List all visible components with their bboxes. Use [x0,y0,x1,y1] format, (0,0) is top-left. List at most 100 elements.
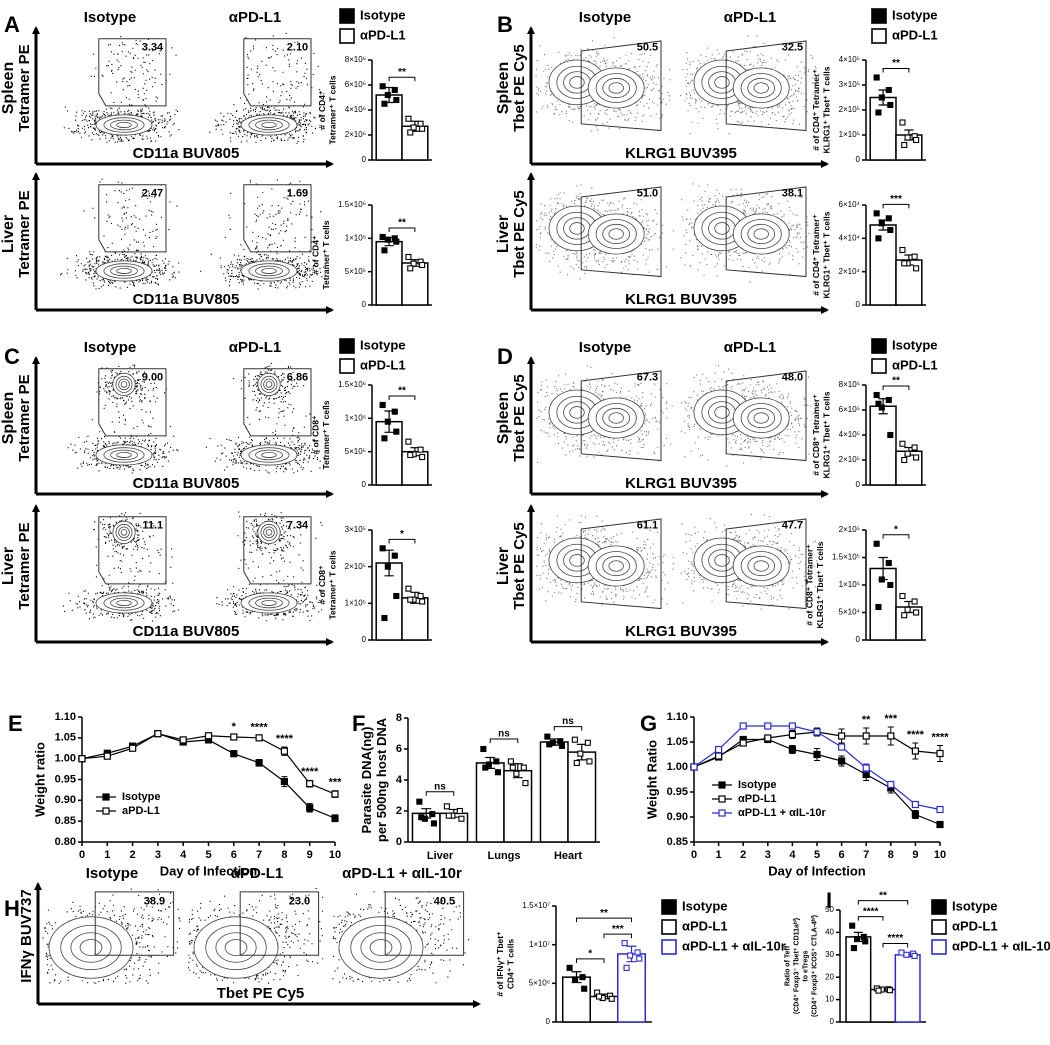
y-tick-label: 0.85 [55,815,76,827]
bar [375,94,403,161]
column-title: Isotype [86,865,139,882]
data-point [78,755,86,763]
y-tick-label: 0 [362,300,367,309]
flow-contour [205,925,267,971]
legend-label: Isotype [892,7,938,22]
significance-bracket [388,76,416,82]
data-point [391,552,398,559]
data-point [306,780,314,788]
data-point [458,815,465,822]
flow-contour [255,449,283,461]
gate [98,516,167,585]
y-tick-label: 0 [362,635,367,644]
bar [869,988,897,1023]
flow-contour [255,265,283,277]
y-tick-label: 50 [825,905,834,914]
legend-swatch [102,793,110,801]
bar [375,240,403,306]
significance-label: ** [879,890,887,901]
legend-label: αPD-L1 [682,918,728,933]
significance-label: ** [398,218,406,229]
row-label: Spleen [0,62,17,114]
legend-label: αPD-L1 + αIL-10r [682,938,786,953]
flow-contour [260,375,278,393]
series-line [693,725,941,811]
x-tick-label: 3 [155,849,161,861]
flow-contour [753,228,769,240]
data-point [764,734,772,742]
data-point [255,734,263,742]
flow-contour [714,222,730,235]
data-point [873,540,880,547]
legend-label: Isotype [738,779,777,791]
x-axis-label: CD11a BUV805 [133,291,240,308]
y-axis-label: Tbet PE Cy5 [511,190,528,278]
legend-swatch [871,28,887,44]
y-tick-label: 1.10 [55,711,76,723]
flow-contour [263,378,275,391]
y-tick-label: 1.5×10⁶ [338,200,366,209]
y-tick-label: 2×10⁵ [839,105,860,114]
legend-swatch [718,781,726,789]
row-label: Spleen [0,392,17,444]
data-point [788,722,797,730]
data-point [577,750,584,757]
data-point [393,96,400,104]
x-axis-label: Tbet PE Cy5 [217,985,305,1002]
legend-swatch [871,8,887,24]
significance-label: **** [907,729,925,741]
flow-contour [569,76,585,89]
data-point [911,810,920,819]
x-tick-label: Liver [427,850,454,862]
data-point [429,811,436,818]
significance-bracket [882,943,909,948]
data-point [405,115,412,122]
row-label: Spleen [495,392,512,444]
x-axis-label: Day of Infection [160,863,258,878]
legend-label: αPD-L1 [738,793,777,805]
legend-label: Isotype [360,337,406,352]
data-point [904,606,911,613]
row-label: Liver [495,215,512,253]
panel-letter: A [4,12,20,37]
x-tick-label: 1 [716,849,722,861]
flow-contour [224,939,248,956]
y-tick-label: 0.90 [667,811,688,823]
flow-contour [740,551,782,581]
data-point [788,730,797,739]
data-point [379,83,386,90]
flow-contour [265,381,273,388]
significance-label: *** [612,924,624,935]
data-point [546,741,553,748]
data-point [873,391,880,399]
flow-contour [595,219,637,249]
data-point [936,820,944,829]
data-point [410,124,417,131]
data-point [480,745,487,753]
legend-label: Isotype [682,898,728,913]
y-tick-label: 4 [396,774,403,786]
data-point [280,777,288,786]
column-title: αPD-L1 [724,339,777,356]
flow-contour [595,73,637,103]
flow-contour [116,121,132,128]
legend-label: Isotype [122,791,161,803]
data-point [764,722,772,730]
data-point [384,91,391,99]
y-tick-label: 0.85 [667,836,688,848]
flow-contour [248,595,290,611]
data-point [129,744,137,752]
y-tick-label: 30 [825,950,834,959]
data-point [407,451,414,459]
column-title: αPD-L1 [229,339,282,356]
flow-contour [602,555,631,577]
data-point [887,780,895,789]
panel-letter: F [352,711,365,736]
data-point [418,814,425,821]
y-axis-label: (CD4⁺ Foxp3⁻ Tbet⁺ CD11aʰⁱ) [791,918,800,1014]
data-point [482,764,489,771]
flow-contour [60,925,122,971]
column-title: Isotype [84,9,137,26]
data-point [878,94,885,101]
